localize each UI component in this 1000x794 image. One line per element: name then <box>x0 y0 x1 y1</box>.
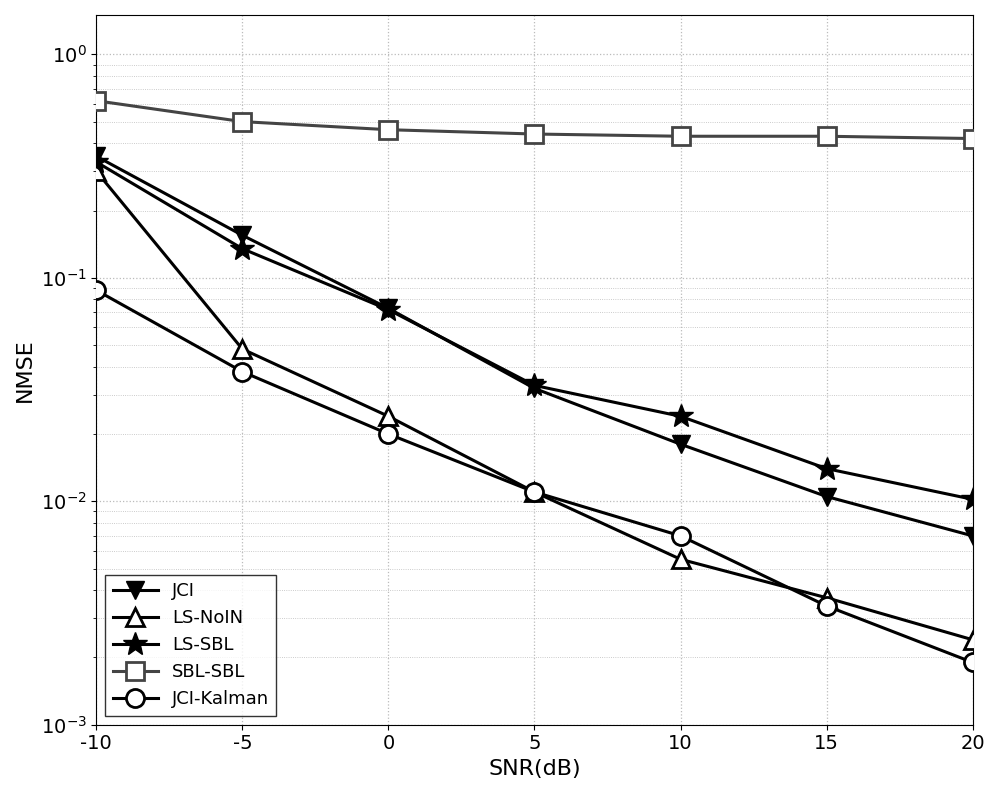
Y-axis label: NMSE: NMSE <box>15 338 35 402</box>
JCI <box>90 152 102 161</box>
JCI-Kalman <box>821 601 833 611</box>
LS-SBL <box>236 244 248 253</box>
LS-SBL <box>382 305 394 314</box>
JCI <box>382 303 394 313</box>
SBL-SBL <box>90 96 102 106</box>
JCI-Kalman <box>675 531 687 541</box>
Line: SBL-SBL: SBL-SBL <box>87 92 982 148</box>
LS-SBL <box>528 380 540 390</box>
LS-NoIN <box>821 593 833 603</box>
SBL-SBL <box>821 132 833 141</box>
LS-SBL <box>821 464 833 473</box>
SBL-SBL <box>236 117 248 126</box>
Line: LS-NoIN: LS-NoIN <box>87 162 982 649</box>
Line: JCI: JCI <box>87 147 982 545</box>
JCI-Kalman <box>967 657 979 667</box>
X-axis label: SNR(dB): SNR(dB) <box>488 759 581 779</box>
LS-NoIN <box>90 167 102 176</box>
Line: JCI-Kalman: JCI-Kalman <box>87 281 982 672</box>
LS-SBL <box>967 495 979 504</box>
JCI <box>967 531 979 541</box>
JCI-Kalman <box>236 367 248 376</box>
LS-SBL <box>675 411 687 421</box>
LS-NoIN <box>382 411 394 421</box>
SBL-SBL <box>528 129 540 139</box>
LS-NoIN <box>236 345 248 354</box>
JCI-Kalman <box>90 286 102 295</box>
Legend: JCI, LS-NoIN, LS-SBL, SBL-SBL, JCI-Kalman: JCI, LS-NoIN, LS-SBL, SBL-SBL, JCI-Kalma… <box>105 575 276 715</box>
SBL-SBL <box>382 125 394 134</box>
LS-NoIN <box>528 488 540 497</box>
LS-NoIN <box>675 554 687 564</box>
JCI-Kalman <box>382 430 394 439</box>
Line: LS-SBL: LS-SBL <box>84 149 985 512</box>
SBL-SBL <box>675 132 687 141</box>
SBL-SBL <box>967 133 979 143</box>
JCI <box>675 439 687 449</box>
LS-NoIN <box>967 635 979 645</box>
JCI-Kalman <box>528 488 540 497</box>
JCI <box>236 230 248 240</box>
JCI <box>821 491 833 501</box>
JCI <box>528 384 540 393</box>
LS-SBL <box>90 157 102 167</box>
